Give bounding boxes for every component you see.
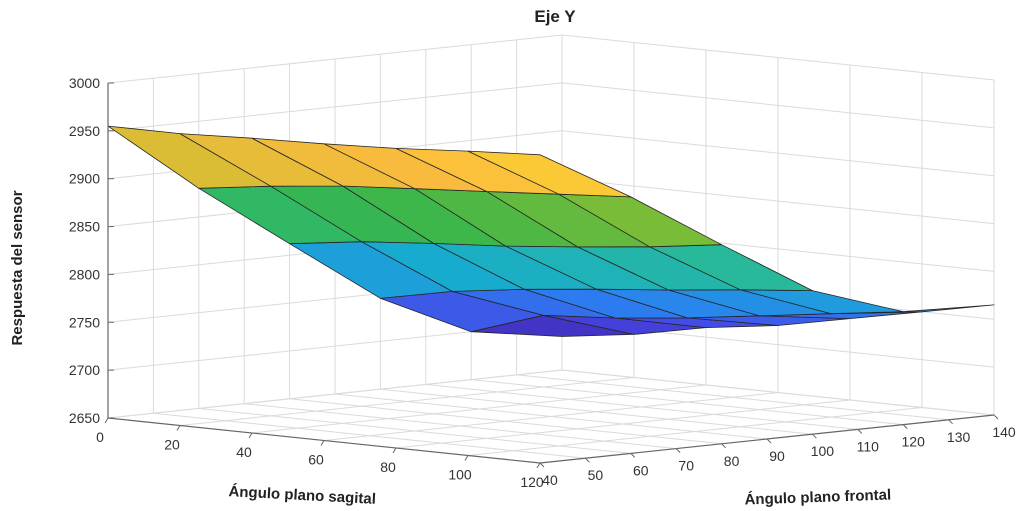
y-tick-mark [766, 438, 772, 444]
floor-grid-line [380, 388, 813, 435]
y-tick-mark [585, 457, 590, 463]
z-tick-label: 2950 [69, 123, 100, 139]
axes-layer [104, 82, 999, 469]
floor-grid-line [425, 383, 858, 430]
x-tick-mark [320, 440, 325, 446]
y-tick-mark [539, 462, 545, 468]
floor-grid-line [334, 393, 768, 440]
x-tick-label: 100 [448, 467, 472, 483]
y-tick-label: 80 [724, 453, 740, 469]
floor-grid-line [153, 412, 586, 459]
y-tick-mark [902, 424, 908, 429]
y-tick-label: 130 [947, 429, 971, 445]
chart-title: Eje Y [534, 7, 576, 26]
z-tick-label: 3000 [69, 75, 100, 91]
z-tick-label: 2750 [69, 314, 100, 330]
y-tick-mark [812, 433, 817, 439]
x-tick-label: 120 [520, 474, 544, 490]
floor-grid-line [289, 398, 722, 445]
surface-cell [467, 150, 632, 198]
y-tick-mark [630, 453, 636, 458]
y-tick-label: 90 [769, 448, 785, 464]
x-tick-mark [464, 455, 469, 461]
wall-grid-line [561, 34, 995, 81]
wall-grid-line [107, 34, 563, 84]
y-tick-label: 120 [902, 434, 926, 450]
surface-layer [107, 125, 995, 337]
x-tick-label: 60 [308, 452, 324, 468]
tick-labels: 2650 2700 2750 2800 2850 2900 2950 3000 0 20 40 60 8… [69, 75, 1016, 490]
x-tick-label: 0 [96, 429, 104, 445]
x-tick-mark [248, 432, 253, 439]
floor-grid-line [471, 379, 904, 426]
floor-grid-line [516, 374, 949, 421]
x-tick-mark [104, 417, 109, 424]
y-axis-label: Ángulo plano frontal [744, 486, 891, 508]
wall-grid-line [561, 369, 995, 416]
z-tick-label: 2650 [69, 410, 100, 426]
floor-grid-line [198, 407, 631, 454]
x-axis-label: Ángulo plano sagital [228, 483, 376, 508]
x-tick-mark [392, 447, 397, 454]
y-tick-label: 60 [633, 462, 649, 478]
y-tick-mark [857, 429, 863, 434]
x-tick-label: 40 [236, 444, 252, 460]
y-tick-mark [948, 419, 953, 425]
z-tick-label: 2800 [69, 266, 100, 282]
z-axis-label: Respuesta del sensor [9, 190, 26, 345]
wall-grid-line [561, 82, 995, 129]
y-tick-label: 100 [811, 443, 835, 459]
x-tick-mark [176, 425, 181, 431]
x-tick-label: 20 [164, 437, 180, 453]
y-tick-mark [993, 414, 999, 420]
z-tick-label: 2700 [69, 362, 100, 378]
wall-grid-line [561, 178, 995, 225]
y-tick-mark [721, 443, 726, 449]
y-tick-label: 110 [857, 438, 880, 454]
y-tick-label: 140 [992, 424, 1016, 440]
y-tick-mark [675, 448, 681, 453]
x-tick-label: 80 [380, 459, 396, 475]
y-tick-label: 40 [542, 472, 558, 488]
wall-grid-line [107, 369, 563, 419]
z-tick-label: 2850 [69, 219, 100, 235]
x-tick-mark [536, 462, 541, 469]
y-tick-label: 70 [678, 458, 694, 474]
floor-grid-line [244, 403, 677, 450]
y-tick-label: 50 [588, 467, 604, 483]
wall-grid-line [107, 82, 563, 132]
wall-grid-line [561, 130, 995, 177]
z-tick-label: 2900 [69, 171, 100, 187]
